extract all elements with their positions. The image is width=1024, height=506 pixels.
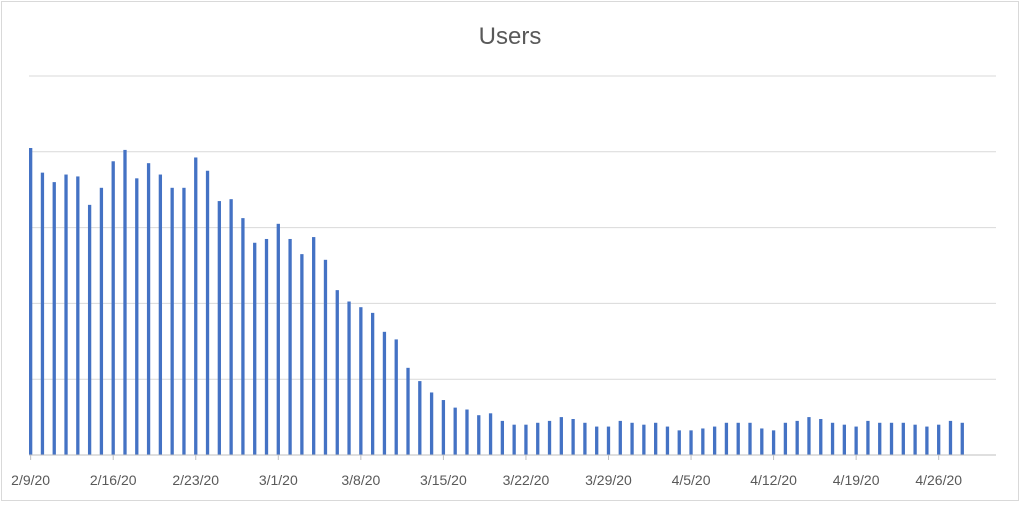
bar-4-5-20 <box>689 430 693 455</box>
bar-4-14-20 <box>795 420 799 455</box>
chart-title: Users <box>479 23 542 50</box>
x-tick-label: 2/23/20 <box>172 472 219 488</box>
bar-3-12-20 <box>406 367 410 455</box>
bar-series <box>29 148 964 456</box>
bar-4-18-20 <box>842 424 846 455</box>
bar-2-20-20 <box>158 174 163 456</box>
bar-4-19-20 <box>854 426 858 455</box>
bar-4-15-20 <box>807 417 811 455</box>
bar-3-18-20 <box>477 415 481 455</box>
x-tick-label: 4/19/20 <box>833 472 880 488</box>
bar-3-17-20 <box>465 409 469 455</box>
bar-2-15-20 <box>99 187 104 455</box>
bar-4-21-20 <box>878 422 882 455</box>
bar-3-22-20 <box>524 424 528 455</box>
x-tick-label: 3/22/20 <box>503 472 550 488</box>
x-tick-label: 2/9/20 <box>11 472 50 488</box>
bar-3-31-20 <box>630 422 634 455</box>
bar-3-10-20 <box>382 331 387 455</box>
bar-4-20-20 <box>866 420 870 455</box>
bar-4-2-20 <box>654 422 658 455</box>
bar-2-25-20 <box>217 201 221 455</box>
bar-4-1-20 <box>642 424 646 455</box>
bar-3-11-20 <box>394 339 398 455</box>
bar-3-6-20 <box>335 290 339 455</box>
bar-4-16-20 <box>819 418 823 455</box>
bar-2-12-20 <box>64 174 68 456</box>
x-tick-label: 3/1/20 <box>259 472 298 488</box>
x-tick-label: 3/29/20 <box>585 472 632 488</box>
bar-3-26-20 <box>571 418 575 455</box>
bar-2-18-20 <box>135 178 139 455</box>
bar-2-9-20 <box>29 148 33 455</box>
bar-4-28-20 <box>960 422 964 455</box>
bar-4-13-20 <box>783 422 788 455</box>
bar-4-4-20 <box>677 430 681 455</box>
bar-4-22-20 <box>889 422 894 455</box>
x-tick-label: 4/26/20 <box>915 472 962 488</box>
bar-4-11-20 <box>760 428 764 455</box>
x-axis: 2/9/20 2/16/20 2/23/20 3/1/20 3/8/20 3/15/20 3… <box>11 454 996 488</box>
bar-2-16-20 <box>111 161 115 455</box>
bar-3-19-20 <box>488 413 493 455</box>
bar-2-14-20 <box>87 204 92 455</box>
bar-4-26-20 <box>937 424 941 455</box>
bar-2-13-20 <box>76 176 80 455</box>
bar-2-17-20 <box>123 149 127 455</box>
bar-3-28-20 <box>595 426 599 455</box>
bar-3-21-20 <box>512 424 516 455</box>
bar-3-23-20 <box>536 422 540 455</box>
x-tick-label: 3/8/20 <box>341 472 380 488</box>
bar-3-9-20 <box>370 312 375 455</box>
bar-3-29-20 <box>606 426 611 455</box>
bar-3-1-20 <box>276 223 280 455</box>
bar-4-25-20 <box>925 426 929 455</box>
bar-4-27-20 <box>948 420 953 455</box>
bar-3-25-20 <box>559 417 563 455</box>
bar-4-12-20 <box>771 430 776 455</box>
bar-3-30-20 <box>618 420 622 455</box>
x-tick-label: 3/15/20 <box>420 472 467 488</box>
bar-2-19-20 <box>146 163 151 456</box>
bar-3-14-20 <box>429 392 434 455</box>
bar-2-10-20 <box>40 172 45 455</box>
x-tick-label: 4/12/20 <box>750 472 797 488</box>
bar-3-7-20 <box>347 301 351 455</box>
bar-3-24-20 <box>547 420 552 455</box>
bar-4-7-20 <box>712 426 717 455</box>
bar-2-24-20 <box>205 170 210 455</box>
bar-3-13-20 <box>418 381 422 455</box>
x-tick-label: 2/16/20 <box>90 472 137 488</box>
bar-3-5-20 <box>323 259 328 455</box>
bar-4-6-20 <box>701 428 705 455</box>
bar-2-27-20 <box>241 218 245 455</box>
bar-2-26-20 <box>229 199 233 455</box>
bar-3-8-20 <box>359 307 363 455</box>
bar-3-15-20 <box>441 400 446 455</box>
bar-2-21-20 <box>170 187 174 455</box>
bar-3-4-20 <box>312 237 316 455</box>
bar-2-11-20 <box>52 182 56 455</box>
bar-2-29-20 <box>264 238 269 455</box>
bar-4-17-20 <box>830 422 835 455</box>
x-tick-label: 4/5/20 <box>672 472 711 488</box>
bar-2-28-20 <box>253 242 257 455</box>
bar-2-23-20 <box>194 157 198 456</box>
grid-lines <box>29 75 996 380</box>
bar-4-24-20 <box>913 424 917 455</box>
bar-3-16-20 <box>453 407 457 455</box>
bar-3-2-20 <box>288 238 292 455</box>
bar-3-3-20 <box>300 254 304 455</box>
bar-4-10-20 <box>748 422 752 455</box>
bar-4-8-20 <box>724 422 729 455</box>
bar-2-22-20 <box>182 187 186 455</box>
bar-3-27-20 <box>583 422 587 455</box>
bar-4-9-20 <box>736 422 740 455</box>
bar-3-20-20 <box>500 420 505 455</box>
bar-4-3-20 <box>665 426 670 455</box>
bar-4-23-20 <box>901 422 905 455</box>
